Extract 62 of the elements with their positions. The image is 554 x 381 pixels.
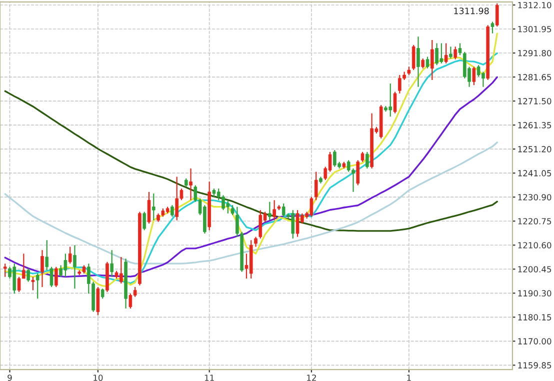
candlestick <box>490 21 494 34</box>
y-tick-label: 1230.90 <box>518 194 552 200</box>
y-tick-label: 1271.50 <box>518 98 552 104</box>
candlestick <box>268 201 272 221</box>
candlestick <box>110 250 114 278</box>
candlestick <box>472 66 476 86</box>
candlestick <box>73 244 76 290</box>
candlestick <box>458 42 462 56</box>
y-tick-label: 1312.10 <box>518 2 552 8</box>
candlestick <box>254 236 258 248</box>
candlestick <box>152 192 156 221</box>
candlestick <box>360 151 364 162</box>
candlestick <box>142 211 146 231</box>
y-tick-label: 1251.20 <box>518 146 552 152</box>
candlestick <box>412 44 416 71</box>
candlestick <box>50 266 54 288</box>
candlestick <box>430 39 434 81</box>
y-tick-label: 1200.45 <box>518 266 552 272</box>
y-tick-label: 1241.05 <box>518 170 552 176</box>
line-series <box>4 142 498 264</box>
candlestick <box>272 200 276 221</box>
y-tick-label: 1301.95 <box>518 26 552 32</box>
y-tick-label: 1281.65 <box>518 74 552 80</box>
candlestick <box>96 286 100 316</box>
candlestick <box>3 263 7 278</box>
candlestick <box>36 272 40 300</box>
candlestick <box>147 191 151 224</box>
candlestick <box>170 204 174 218</box>
candlestick <box>230 204 234 216</box>
x-tick-label: 12 <box>307 374 316 381</box>
x-tick-label: 10 <box>94 374 103 381</box>
candlestick <box>421 58 425 69</box>
y-tick-label: 1291.80 <box>518 50 552 56</box>
candlestick <box>54 266 58 288</box>
candlestick <box>31 276 35 291</box>
y-tick-label: 1190.30 <box>518 290 552 296</box>
candlestick <box>314 171 318 201</box>
candlestick <box>416 36 420 88</box>
candlestick <box>454 46 458 60</box>
candlestick <box>426 56 430 69</box>
candlestick <box>444 42 448 64</box>
candlestick <box>68 246 72 264</box>
y-tick-label: 1180.15 <box>518 314 552 320</box>
candlestick <box>26 268 30 282</box>
x-tick-label: 11 <box>204 374 214 381</box>
y-tick-label: 1170.00 <box>518 338 552 344</box>
y-tick-label: 1159.85 <box>518 362 552 368</box>
y-tick-label: 1220.75 <box>518 218 552 224</box>
candlestick <box>189 168 192 201</box>
candlestick <box>45 240 49 271</box>
x-tick-label: 9 <box>8 374 12 381</box>
x-tick-label: 1 <box>407 374 411 381</box>
y-tick-label: 1261.35 <box>518 122 552 128</box>
candlestick <box>495 2 499 28</box>
candlestick <box>100 288 104 300</box>
annotation: 1311.98 <box>454 8 489 14</box>
candlestick <box>40 250 44 288</box>
candlestick <box>449 46 452 60</box>
candlestick <box>366 151 369 170</box>
candlestick <box>393 91 397 114</box>
y-tick-label: 1210.60 <box>518 242 552 248</box>
candlestick <box>356 160 360 186</box>
